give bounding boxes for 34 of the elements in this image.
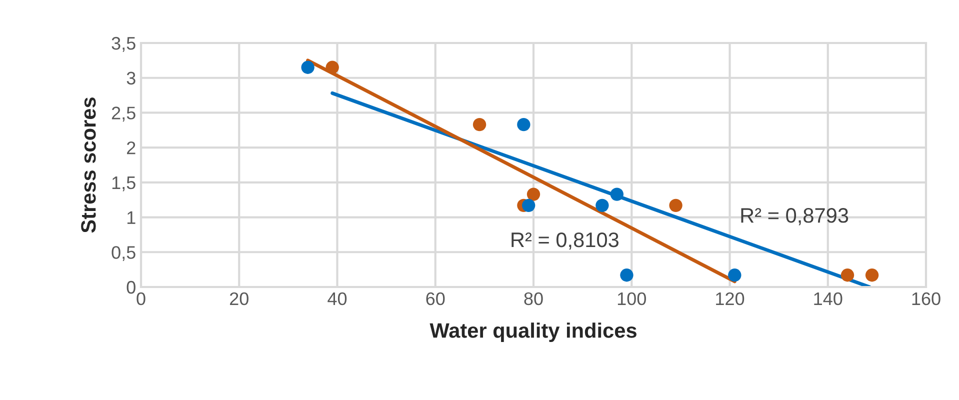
- point: [840, 268, 854, 282]
- x-tick-label: 80: [524, 292, 543, 306]
- point: [522, 198, 536, 212]
- point: [669, 198, 682, 212]
- point: [610, 188, 624, 201]
- y-tick-label: 0: [126, 280, 136, 294]
- x-tick-label: 20: [230, 292, 248, 306]
- point: [620, 268, 634, 282]
- x-tick-label: 40: [328, 292, 347, 306]
- point: [517, 118, 530, 132]
- y-tick-label: 2,5: [112, 106, 136, 122]
- point: [865, 268, 879, 282]
- y-axis-title: Stress scores: [81, 98, 96, 233]
- point: [728, 268, 742, 282]
- annotation: R² = 0,8103: [512, 232, 618, 250]
- x-tick-label: 0: [136, 292, 146, 306]
- point: [596, 198, 609, 212]
- x-tick-label: 60: [426, 292, 445, 306]
- point: [526, 188, 540, 201]
- point: [472, 118, 486, 132]
- y-tick-label: 2: [127, 142, 136, 154]
- x-tick-label: 120: [716, 292, 744, 306]
- annotation: R² = 0,8793: [741, 208, 848, 226]
- x-tick-label: 100: [618, 292, 646, 306]
- y-tick-label: 3: [126, 72, 136, 85]
- y-tick-label: 0,5: [112, 246, 136, 261]
- point: [301, 60, 314, 74]
- point: [326, 60, 339, 74]
- y-tick-label: 1: [127, 211, 136, 224]
- y-tick-label: 1,5: [112, 176, 136, 192]
- x-axis-title: Water quality indices: [430, 322, 636, 342]
- y-tick-label: 3,5: [112, 36, 136, 52]
- x-tick-label: 140: [814, 292, 842, 306]
- x-tick-label: 160: [912, 292, 940, 306]
